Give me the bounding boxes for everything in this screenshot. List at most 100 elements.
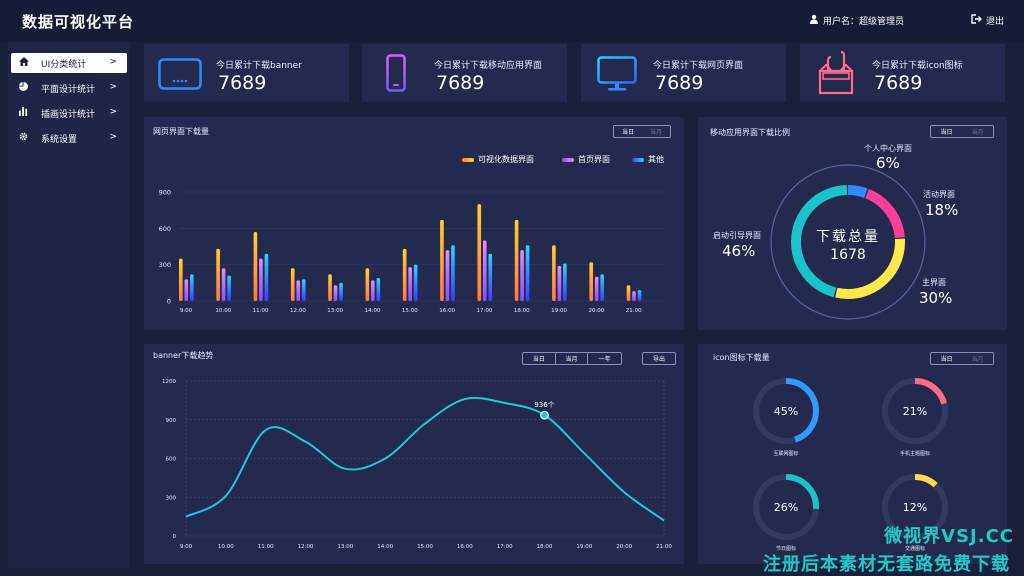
bar [451,245,455,301]
bar [253,231,258,301]
bar [179,258,183,301]
x-tick-label: 9:00 [180,544,193,550]
donut-pct-main: 30% [919,289,953,307]
bar [488,253,493,301]
x-tick-label: 14:00 [365,308,381,314]
sidebar: UI分类统计 > 平面设计统计 > 插画设计统计 > 系统设置 > [8,42,130,568]
x-tick-label: 11:00 [258,544,274,550]
tab-month[interactable]: 当月 [642,126,670,137]
panel-title: 移动应用界面下载比例 [710,128,790,137]
x-tick-label: 19:00 [551,308,567,314]
range-toggle: 当日 当月 一年 [522,352,622,365]
stat-title: 今日累计下载移动应用界面 [434,61,543,71]
bar [445,250,450,301]
sidebar-item-settings[interactable]: 系统设置 > [11,128,127,148]
gauge-label: 手机主题图标 [899,451,930,457]
y-tick-label: 300 [166,495,177,501]
line-chart: 1200 900 600 300 09:00 10:00 11:00 12:00 13:00 14… [162,379,672,550]
x-tick-label: 21:00 [656,544,672,550]
sidebar-item-illustration-stats[interactable]: 插画设计统计 > [11,103,127,123]
x-tick-label: 13:00 [337,544,353,550]
bar [259,258,263,301]
gauge-arc [753,378,819,444]
bar [333,285,338,301]
bar [264,253,269,301]
bar [563,263,567,301]
chevron-right-icon: > [109,107,117,117]
legend-other: 其他 [632,154,664,165]
home-icon [19,57,33,69]
bar [301,279,306,301]
export-button[interactable]: 导出 [642,352,676,365]
gauge-group [753,378,948,540]
stat-card-web: 今日累计下载网页界面 7689 [581,44,786,102]
x-tick-label: 9:00 [180,308,193,314]
gauge-label: 交通图标 [904,546,925,552]
bar [520,250,524,301]
x-tick-label: 16:00 [457,544,473,550]
logout-button[interactable]: 退出 [971,14,1004,27]
bar [626,285,631,301]
bar [227,275,231,301]
stat-title: 今日累计下载网页界面 [653,61,744,71]
trend-marker[interactable] [540,410,549,420]
donut-label-guide: 启动引导界面 [713,231,761,240]
banner-trend-panel: banner下载趋势 当日 当月 一年 导出 1200 900 600 300 0 9:0… [144,344,684,564]
bar [221,268,226,301]
gauge-pct: 12% [902,501,928,514]
bar [402,248,407,301]
panel-title: icon图标下载量 [713,353,770,362]
sidebar-item-label: 平面设计统计 [41,84,96,95]
trend-marker-label: 936个 [534,401,554,409]
x-tick-label: 16:00 [439,308,455,314]
user-info[interactable]: 用户名：超级管理员 [809,14,904,27]
bar [632,291,636,301]
watermark-site: 微视界VSJ.CC [884,526,1014,547]
tab-month[interactable]: 当月 [962,126,993,137]
sidebar-item-label: 系统设置 [41,134,78,145]
legend-visual-data: 可视化数据界面 [462,154,534,165]
tab-today[interactable]: 当日 [940,356,953,363]
donut-pct-guide: 46% [722,242,756,260]
monitor-icon [597,56,637,96]
export-label: 导出 [652,356,665,363]
sidebar-item-graphic-stats[interactable]: 平面设计统计 > [11,78,127,98]
tab-year[interactable]: 一年 [598,356,611,363]
bar-chart: 900 600 300 0 9:00 10:00 11:00 12:00 13:00 14:00 1… [159,189,664,314]
bar [328,274,332,301]
x-tick-label: 15:00 [417,544,433,550]
x-tick-label: 12:00 [298,544,314,550]
tab-today[interactable]: 当日 [621,129,634,136]
gauge-arc [882,474,948,540]
sidebar-item-ui-stats[interactable]: UI分类统计 > [11,53,127,73]
tab-month[interactable]: 当月 [962,353,993,364]
stat-value: 7689 [218,72,267,94]
x-tick-label: 20:00 [588,308,604,314]
range-toggle: 当日 当月 [613,125,671,138]
bar [557,265,562,301]
sidebar-item-label: UI分类统计 [41,59,87,70]
x-tick-label: 17:00 [477,308,493,314]
y-tick-label: 900 [166,418,177,424]
donut-pct-activity: 18% [925,201,959,219]
donut-pct-personal: 6% [876,154,900,172]
x-tick-label: 20:00 [616,544,632,550]
donut-label-activity: 活动界面 [923,190,955,199]
tab-month[interactable]: 当月 [556,353,589,364]
chevron-right-icon: > [109,132,117,142]
bar [339,282,343,301]
bar [589,262,593,301]
tab-today[interactable]: 当日 [940,129,953,136]
x-tick-label: 13:00 [327,308,343,314]
x-tick-label: 11:00 [253,308,269,314]
bar [552,245,556,301]
bar [184,279,189,301]
y-tick-label: 600 [166,457,177,463]
pie-icon [19,82,33,94]
bar [440,219,444,301]
x-tick-label: 21:00 [626,308,642,314]
stat-value: 7689 [655,72,704,94]
legend-home: 首页界面 [562,154,610,165]
trend-line [185,396,665,522]
tab-today[interactable]: 当日 [523,353,556,364]
